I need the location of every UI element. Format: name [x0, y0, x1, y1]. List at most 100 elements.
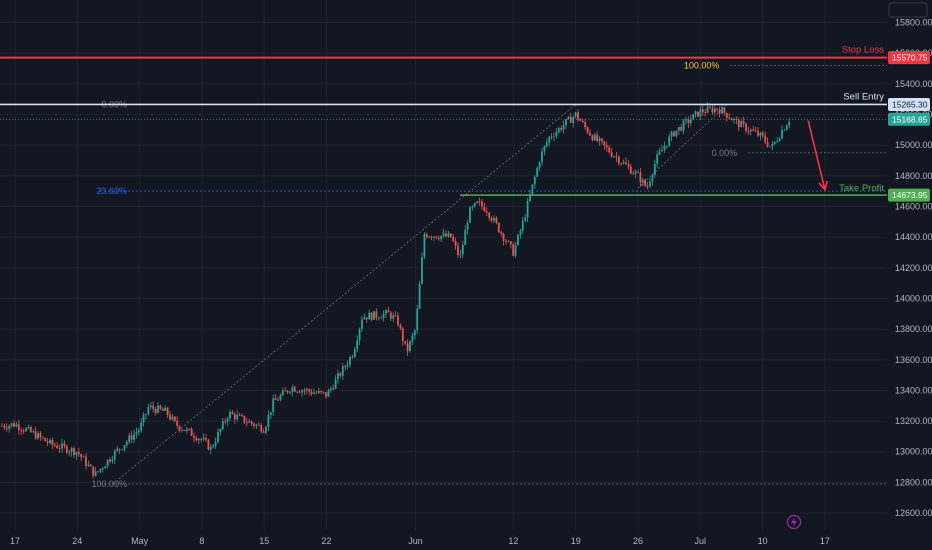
x-tick-label: 10 [758, 536, 768, 546]
candle-body [25, 428, 27, 432]
candle-body [709, 106, 711, 108]
take-profit-price-badge [888, 188, 930, 202]
candle-body [382, 313, 385, 319]
candle-body [200, 439, 203, 440]
candle-body [428, 236, 431, 238]
candle-body [725, 112, 728, 118]
candle-body [41, 437, 44, 439]
candle-body [670, 131, 673, 137]
candle-body [303, 390, 306, 392]
candle-body [1, 425, 3, 427]
candle-body [104, 466, 107, 469]
candle-body [476, 201, 479, 203]
candle-body [142, 414, 145, 423]
candle-body [752, 129, 755, 131]
candle-body [365, 317, 368, 320]
candle-body [375, 311, 378, 318]
y-tick-label: 14800.00 [895, 171, 932, 181]
projection-arrow-shaft [807, 120, 826, 190]
candle-body [65, 445, 68, 453]
candle-body [262, 431, 265, 433]
candle-body [447, 233, 450, 237]
candle-body [202, 437, 205, 440]
candle-body [37, 433, 39, 439]
candle-body [773, 141, 776, 144]
candle-body [433, 236, 435, 238]
candle-body [481, 201, 483, 207]
fib-level-label: 100.00% [684, 60, 720, 70]
candle-body [644, 179, 647, 187]
candle-body [169, 414, 171, 420]
candle-body [322, 391, 325, 393]
y-tick-label: 13000.00 [895, 447, 932, 457]
candle-body [99, 468, 102, 472]
candle-body [183, 430, 186, 431]
candle-body [733, 119, 735, 121]
candle-body [524, 217, 527, 221]
candle-body [161, 408, 164, 411]
candle-body [406, 343, 409, 352]
candle-body [771, 143, 774, 147]
candle-body [346, 364, 349, 367]
candle-body [111, 459, 114, 462]
candle-body [243, 415, 246, 423]
overlays: 100.00%0.00%0.00%23.60%100.00% [0, 56, 887, 489]
candle-body [411, 335, 414, 342]
y-tick-label: 15400.00 [895, 79, 932, 89]
candle-body [632, 173, 635, 175]
candle-body [668, 136, 671, 146]
candle-body [550, 136, 553, 138]
candle-body [274, 398, 277, 400]
candle-body [361, 319, 363, 329]
fib-level-label: 23.60% [96, 186, 127, 196]
candle-body [80, 454, 83, 458]
candle-body [339, 373, 342, 376]
candle-body [783, 129, 786, 131]
candle-body [197, 439, 200, 441]
time-axis[interactable]: 17 24 May 8 15 22 Jun 12 19 26 Jul 10 17 [10, 536, 830, 546]
candle-body [605, 145, 608, 148]
candle-body [445, 233, 447, 237]
candle-body [101, 468, 104, 470]
fib-level-label: 0.00% [712, 148, 738, 158]
candle-body [425, 234, 428, 238]
candle-body [8, 425, 11, 429]
candle-body [653, 163, 656, 176]
candle-body [421, 257, 423, 284]
candle-body [267, 415, 270, 427]
candle-body [757, 131, 759, 136]
candle-body [562, 125, 565, 130]
candle-body [613, 156, 615, 158]
lightning-icon[interactable] [786, 514, 802, 530]
candle-body [226, 418, 229, 422]
candle-body [238, 414, 241, 416]
candle-body [785, 125, 788, 130]
candle-body [761, 132, 764, 136]
candle-body [207, 439, 210, 450]
candle-body [320, 390, 323, 392]
candle-body [459, 254, 462, 256]
candle-body [430, 236, 433, 238]
candle-body [620, 163, 623, 165]
candle-body [370, 312, 373, 320]
candle-body [212, 445, 215, 447]
x-tick-label: Jul [695, 536, 707, 546]
candle-body [241, 415, 243, 416]
take-profit-price: 14673.95 [892, 190, 928, 200]
chart-settings-button[interactable] [888, 2, 928, 18]
candle-body [385, 310, 387, 314]
candle-body [649, 181, 651, 187]
candle-body [219, 428, 222, 432]
candle-body [253, 423, 255, 426]
candle-body [356, 340, 359, 350]
candle-body [327, 390, 330, 397]
y-tick-label: 13800.00 [895, 324, 932, 334]
x-tick-label: 26 [633, 536, 643, 546]
candle-body [68, 451, 71, 453]
candle-body [353, 349, 356, 357]
stop-loss-label: Stop Loss [842, 45, 884, 56]
candle-body [574, 112, 577, 117]
candle-body [63, 443, 66, 446]
